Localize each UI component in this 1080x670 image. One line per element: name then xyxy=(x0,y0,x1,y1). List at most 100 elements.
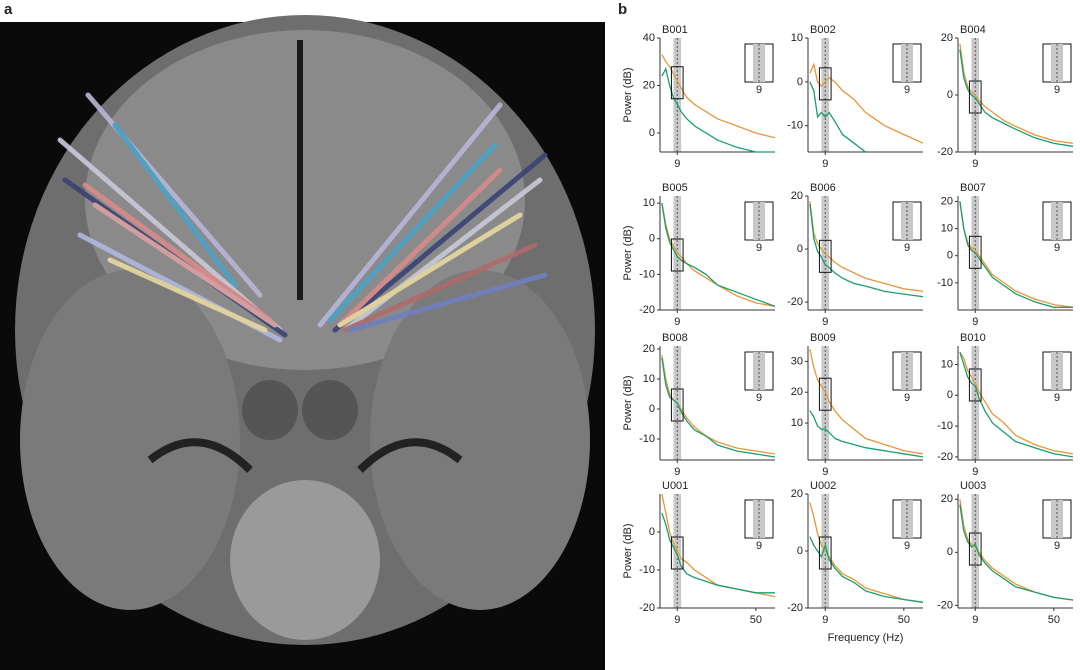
inset-band xyxy=(901,500,913,538)
y-tick-label: 10 xyxy=(643,197,655,209)
panel-label: b xyxy=(618,1,627,18)
inset-band xyxy=(1051,500,1063,538)
y-tick-label: 10 xyxy=(941,358,953,370)
panel-label: a xyxy=(4,1,13,18)
y-tick-label: 20 xyxy=(941,493,953,505)
inset-band xyxy=(1051,202,1063,240)
y-tick-label: 0 xyxy=(947,389,953,401)
y-tick-label: 0 xyxy=(649,403,655,415)
zoom-box xyxy=(818,536,832,570)
inset-band xyxy=(753,202,765,240)
y-tick-label: 0 xyxy=(797,76,803,88)
y-tick-label: -10 xyxy=(787,120,803,132)
zoom-box xyxy=(818,67,832,101)
y-tick-label: -10 xyxy=(937,420,953,432)
zoom-box xyxy=(670,536,684,570)
chart-title: B002 xyxy=(810,24,836,36)
x-tick-label: 9 xyxy=(822,466,828,478)
x-tick-label: 9 xyxy=(674,316,680,328)
inset-tick-label: 9 xyxy=(756,392,762,404)
spectrum-line xyxy=(959,352,1074,458)
inset-band xyxy=(901,44,913,82)
y-tick-label: -20 xyxy=(937,451,953,463)
inset-tick-label: 9 xyxy=(756,242,762,254)
x-tick-label: 9 xyxy=(822,158,828,170)
x-tick-label: 9 xyxy=(972,316,978,328)
x-tick-label: 50 xyxy=(898,614,910,626)
inset-band xyxy=(901,352,913,390)
inset-band xyxy=(753,44,765,82)
inset-band xyxy=(753,352,765,390)
inset-band xyxy=(753,500,765,538)
chart-title: B010 xyxy=(960,332,986,344)
chart-title: U002 xyxy=(810,480,836,492)
inset-tick-label: 9 xyxy=(756,84,762,96)
zoom-box xyxy=(968,532,982,566)
y-tick-label: 10 xyxy=(941,222,953,234)
spectrum-line xyxy=(661,54,776,139)
x-axis-label: Frequency (Hz) xyxy=(828,632,904,644)
zoom-box xyxy=(670,388,684,422)
spectrum-line xyxy=(809,203,924,298)
y-tick-label: 0 xyxy=(797,243,803,255)
y-tick-label: -10 xyxy=(639,268,655,280)
zoom-box xyxy=(670,238,684,272)
spectrum-line xyxy=(809,502,924,603)
spectrum-line xyxy=(809,201,924,293)
inset-tick-label: 9 xyxy=(1054,392,1060,404)
inset-tick-label: 9 xyxy=(1054,84,1060,96)
spectrum-line xyxy=(809,62,924,144)
y-tick-label: -20 xyxy=(937,599,953,611)
y-tick-label: -20 xyxy=(787,602,803,614)
y-axis-label: Power (dB) xyxy=(622,375,634,430)
spectrum-line xyxy=(809,410,924,458)
chart-title: B007 xyxy=(960,182,986,194)
chart-title: U001 xyxy=(662,480,688,492)
x-tick-label: 9 xyxy=(674,614,680,626)
x-tick-label: 9 xyxy=(972,158,978,170)
y-tick-label: -20 xyxy=(787,296,803,308)
y-tick-label: 20 xyxy=(791,190,803,202)
y-tick-label: 30 xyxy=(791,355,803,367)
spectrum-line xyxy=(661,354,776,455)
spectrum-line xyxy=(809,81,866,153)
spectrum-line xyxy=(661,67,775,153)
y-tick-label: 0 xyxy=(797,545,803,557)
inset-tick-label: 9 xyxy=(904,242,910,254)
y-tick-label: -20 xyxy=(639,304,655,316)
y-tick-label: -20 xyxy=(639,602,655,614)
y-tick-label: 20 xyxy=(643,79,655,91)
inset-tick-label: 9 xyxy=(1054,242,1060,254)
zoom-box xyxy=(670,66,684,100)
y-tick-label: 10 xyxy=(643,373,655,385)
x-tick-label: 9 xyxy=(822,614,828,626)
inset-band xyxy=(901,202,913,240)
spectrum-line xyxy=(661,357,776,458)
x-tick-label: 50 xyxy=(750,614,762,626)
x-tick-label: 9 xyxy=(674,158,680,170)
zoom-box xyxy=(968,235,982,269)
x-tick-label: 50 xyxy=(1048,614,1060,626)
y-tick-label: -10 xyxy=(639,433,655,445)
y-tick-label: 0 xyxy=(649,233,655,245)
y-axis-label: Power (dB) xyxy=(622,225,634,280)
y-tick-label: 0 xyxy=(649,127,655,139)
zoom-box xyxy=(818,239,832,273)
inset-tick-label: 9 xyxy=(756,540,762,552)
y-tick-label: 0 xyxy=(649,526,655,538)
x-tick-label: 9 xyxy=(972,466,978,478)
y-tick-label: 40 xyxy=(643,32,655,44)
chart-title: U003 xyxy=(960,480,986,492)
y-tick-label: 20 xyxy=(791,488,803,500)
chart-title: B001 xyxy=(662,24,688,36)
spectrum-line xyxy=(959,351,1074,455)
spectrum-line xyxy=(959,201,1073,308)
y-tick-label: 0 xyxy=(947,89,953,101)
spectrum-line xyxy=(959,504,1074,601)
y-tick-label: 20 xyxy=(941,32,953,44)
spectrum-line xyxy=(661,202,776,308)
zoom-box xyxy=(968,368,982,402)
y-tick-label: -10 xyxy=(937,277,953,289)
inset-tick-label: 9 xyxy=(904,392,910,404)
